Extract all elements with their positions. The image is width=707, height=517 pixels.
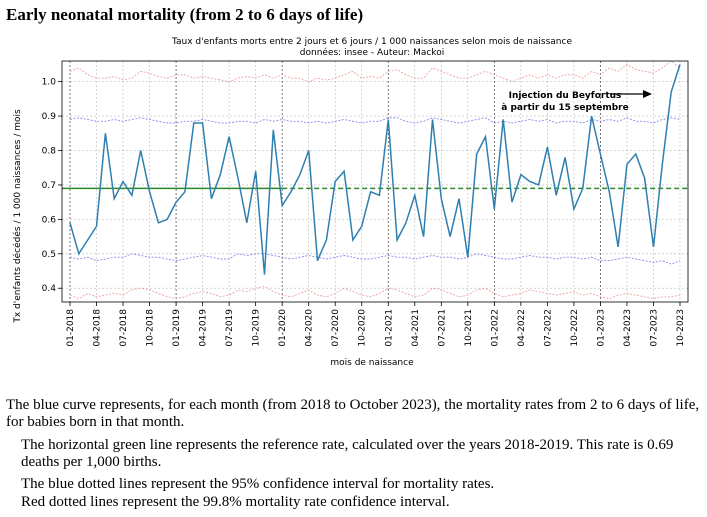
x-tick-label: 04-2022 xyxy=(517,309,527,347)
x-tick-label: 10-2019 xyxy=(252,309,262,347)
caption-blue-curve: The blue curve represents, for each mont… xyxy=(6,397,700,430)
x-tick-label: 07-2021 xyxy=(437,309,447,347)
chart-title: Taux d'enfants morts entre 2 jours et 6 … xyxy=(171,37,572,47)
x-tick-label: 04-2018 xyxy=(93,309,103,347)
x-axis-label: mois de naissance xyxy=(330,358,414,368)
x-tick-label: 10-2021 xyxy=(464,309,474,347)
x-tick-label: 07-2019 xyxy=(225,309,235,347)
x-tick-label: 07-2018 xyxy=(119,309,129,347)
y-tick-label: 0.6 xyxy=(42,215,57,225)
x-tick-label: 07-2023 xyxy=(649,309,659,347)
y-tick-label: 0.5 xyxy=(42,250,56,260)
x-tick-label: 04-2023 xyxy=(623,309,633,347)
x-tick-label: 01-2022 xyxy=(490,309,500,347)
confidence-intervals xyxy=(69,60,681,300)
x-tick-label: 04-2020 xyxy=(305,309,315,347)
y-axis-label: Tx d'enfants décédés / 1 000 naissances … xyxy=(12,109,23,324)
annotation-line-2: à partir du 15 septembre xyxy=(501,103,628,113)
annotation-line-1: Injection du Beyfortus xyxy=(509,91,622,101)
y-tick-label: 1.0 xyxy=(42,78,57,88)
page-title: Early neonatal mortality (from 2 to 6 da… xyxy=(6,5,364,24)
plot-frame xyxy=(61,60,689,303)
rate-series-line xyxy=(69,64,681,275)
caption-blue-dotted: The blue dotted lines represent the 95% … xyxy=(21,476,495,492)
x-tick-label: 07-2020 xyxy=(331,309,341,347)
x-tick-label: 10-2020 xyxy=(358,309,368,347)
x-tick-label: 01-2023 xyxy=(596,309,606,347)
y-tick-label: 0.4 xyxy=(42,284,57,294)
ci-series-line xyxy=(69,253,681,265)
caption-green-line: The horizontal green line represents the… xyxy=(21,437,674,470)
x-tick-label: 07-2022 xyxy=(543,309,553,347)
x-tick-label: 10-2023 xyxy=(676,309,686,347)
y-axis: 0.4 0.5 0.6 0.7 0.8 0.9 1.0 xyxy=(42,78,62,294)
x-tick-label: 04-2021 xyxy=(411,309,421,347)
y-tick-label: 0.9 xyxy=(42,112,57,122)
x-axis: 01-2018 04-2018 07-2018 10-2018 01-2019 04-20… xyxy=(66,302,686,347)
mortality-chart: Taux d'enfants morts entre 2 jours et 6 … xyxy=(12,37,689,368)
x-tick-label: 01-2020 xyxy=(278,309,288,347)
chart-subtitle: données: insee - Auteur: Mackoi xyxy=(300,47,444,58)
x-tick-label: 01-2018 xyxy=(66,309,76,347)
x-tick-label: 10-2018 xyxy=(146,309,156,347)
x-tick-label: 01-2021 xyxy=(384,309,394,347)
caption-red-dotted: Red dotted lines represent the 99.8% mor… xyxy=(21,494,450,510)
ci-series-line xyxy=(69,60,681,83)
x-tick-label: 10-2022 xyxy=(570,309,580,347)
annotation-arrow xyxy=(610,90,652,98)
ci-series-line xyxy=(69,117,681,124)
x-tick-label: 04-2019 xyxy=(199,309,209,347)
x-tick-label: 01-2019 xyxy=(172,309,182,347)
y-tick-label: 0.7 xyxy=(42,181,56,191)
y-tick-label: 0.8 xyxy=(42,147,57,157)
